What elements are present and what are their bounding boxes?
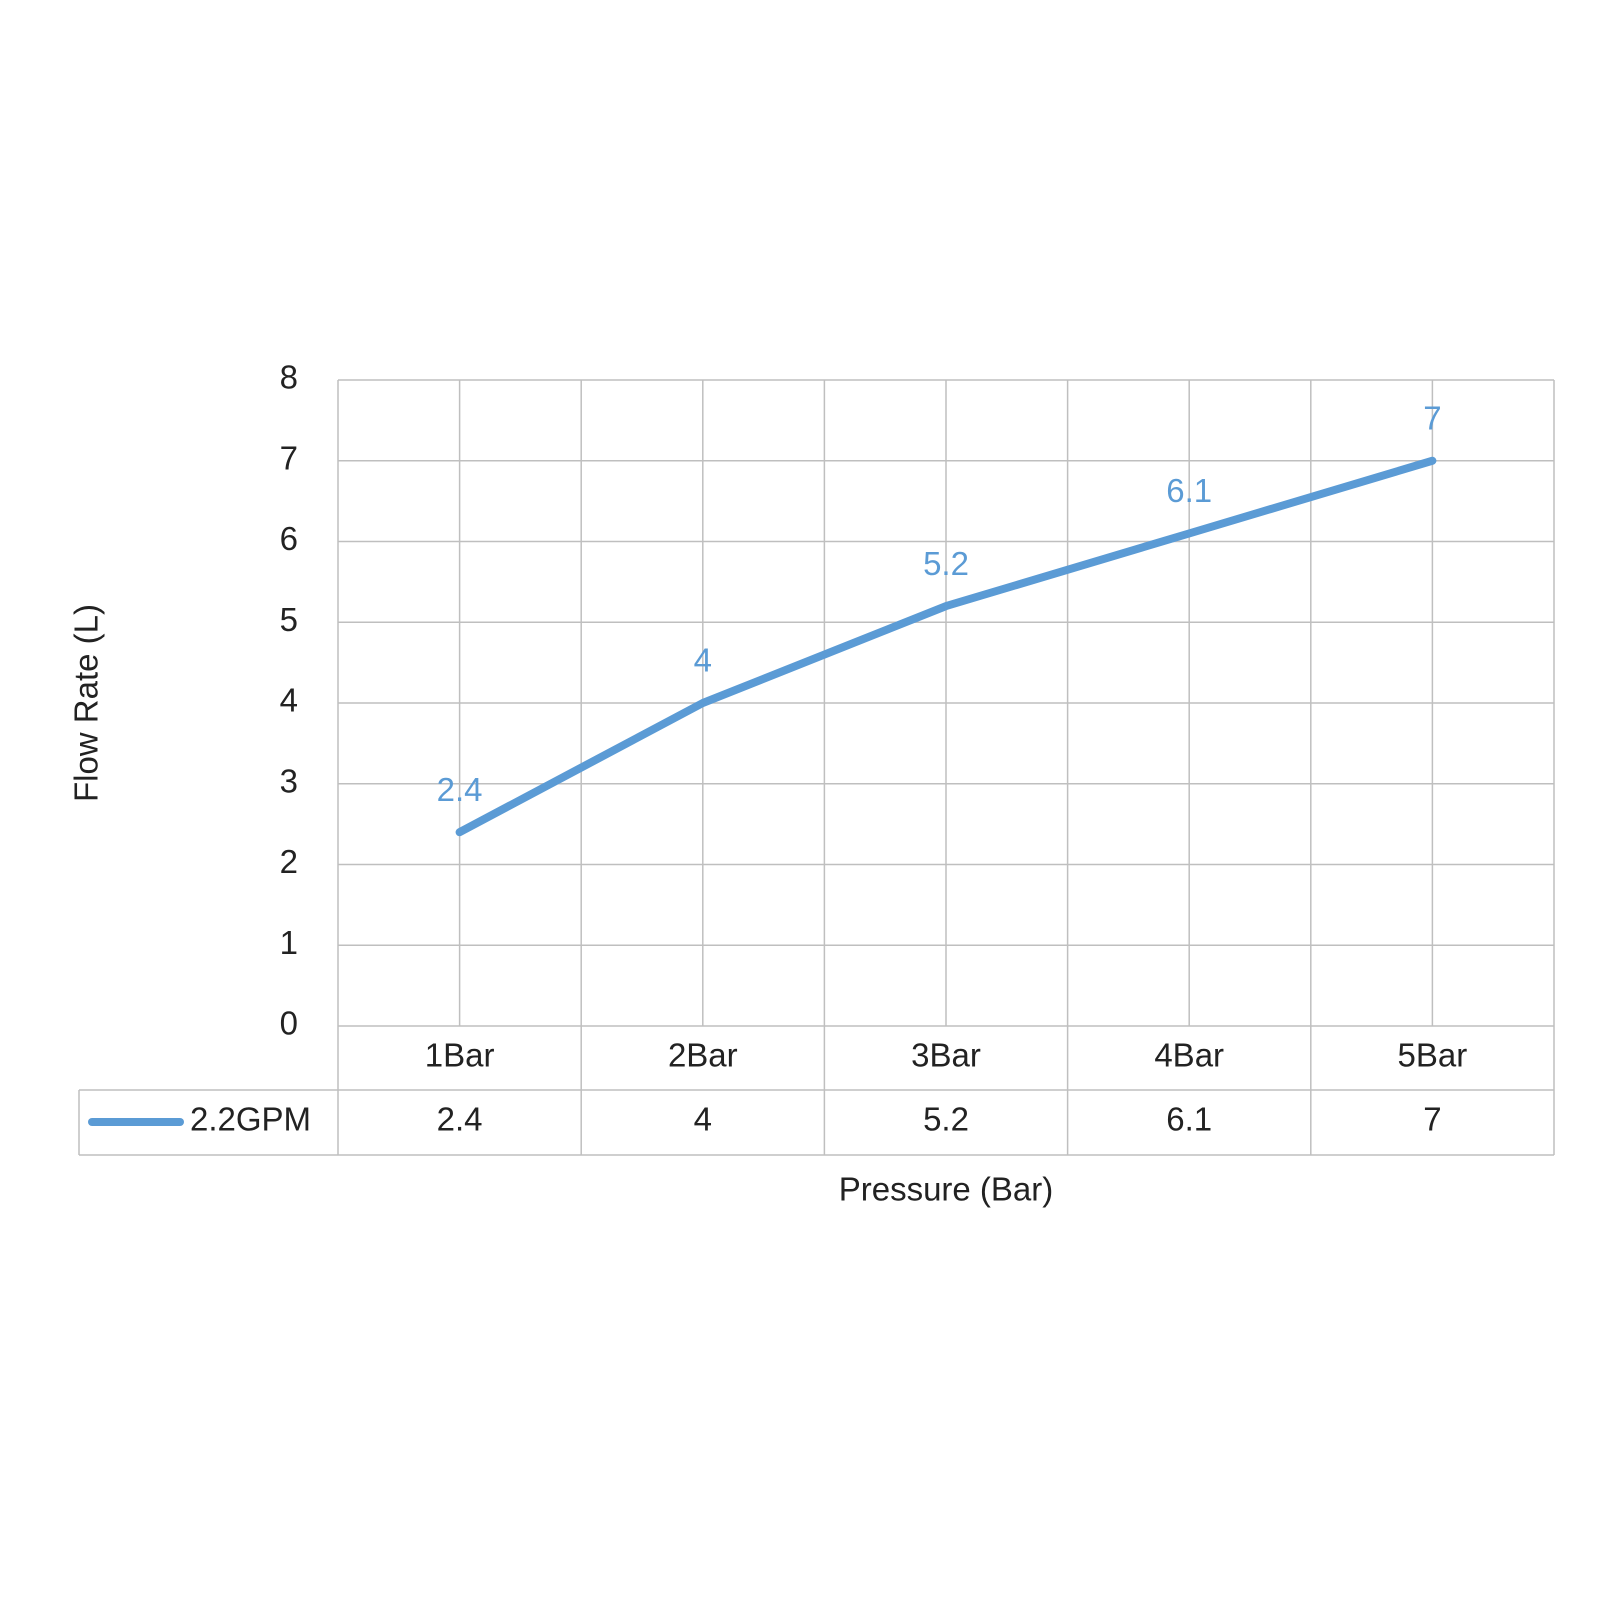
- x-tick-label: 3Bar: [911, 1037, 981, 1074]
- y-tick-label: 5: [280, 601, 298, 638]
- x-axis-title: Pressure (Bar): [839, 1171, 1054, 1208]
- table-value: 5.2: [923, 1101, 969, 1138]
- series-line: [455, 456, 1437, 837]
- y-tick-label: 0: [280, 1005, 298, 1042]
- x-tick-label: 4Bar: [1154, 1037, 1224, 1074]
- y-tick-label: 6: [280, 520, 298, 557]
- legend-label: 2.2GPM: [190, 1101, 311, 1138]
- y-tick-label: 1: [280, 924, 298, 961]
- table-value: 7: [1423, 1101, 1441, 1138]
- y-tick-label: 8: [280, 359, 298, 396]
- x-tick-label: 2Bar: [668, 1037, 738, 1074]
- table-value: 4: [694, 1101, 712, 1138]
- table-value: 2.4: [437, 1101, 483, 1138]
- y-tick-label: 2: [280, 843, 298, 880]
- x-tick-label: 5Bar: [1398, 1037, 1468, 1074]
- data-label: 7: [1423, 399, 1441, 436]
- y-axis-title: Flow Rate (L): [68, 604, 105, 802]
- y-tick-label: 7: [280, 439, 298, 476]
- x-tick-label: 1Bar: [425, 1037, 495, 1074]
- data-label: 6.1: [1166, 472, 1212, 509]
- data-label: 5.2: [923, 545, 969, 582]
- data-label: 2.4: [437, 771, 483, 808]
- data-label: 4: [694, 642, 712, 679]
- table-value: 6.1: [1166, 1101, 1212, 1138]
- y-tick-label: 4: [280, 682, 298, 719]
- y-tick-label: 3: [280, 762, 298, 799]
